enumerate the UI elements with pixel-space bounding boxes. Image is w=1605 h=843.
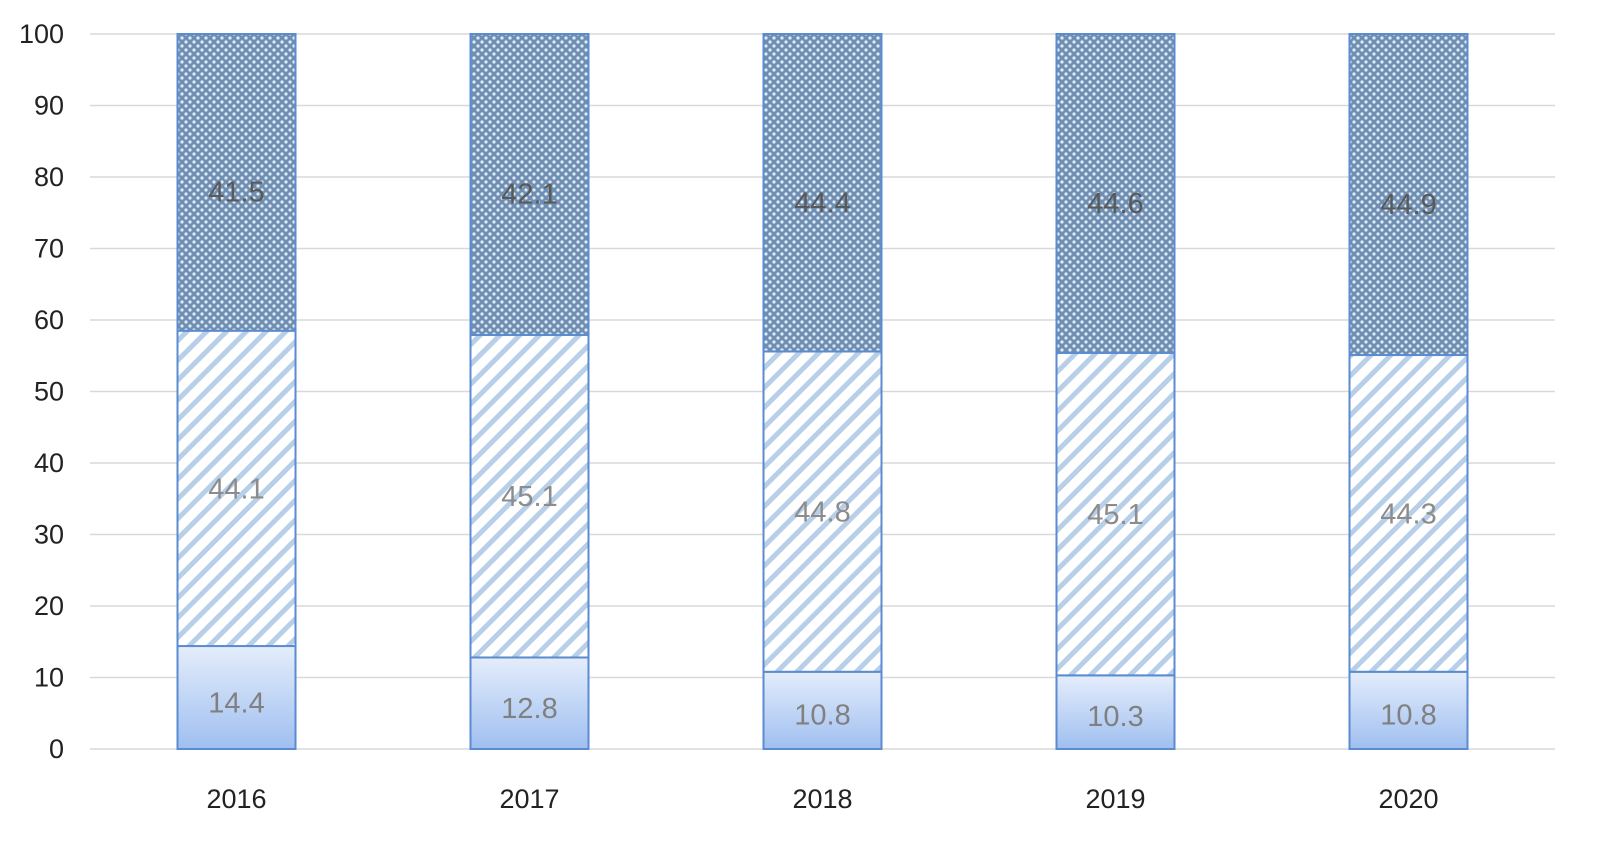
bar-segment-2017-2: [469, 33, 590, 337]
bar-segment-2019-1: [1055, 351, 1176, 677]
bar-segment-2016-2: [176, 33, 297, 332]
bar-segment-2019-0: [1055, 674, 1176, 750]
x-tick-label-2019: 2019: [1085, 784, 1145, 814]
x-tick-label-2018: 2018: [792, 784, 852, 814]
y-tick-label: 0: [49, 734, 64, 764]
data-label-2018-2: 44.4: [794, 187, 850, 219]
x-tick-label-2016: 2016: [206, 784, 266, 814]
y-tick-label: 70: [34, 234, 64, 264]
data-label-2020-1: 44.3: [1380, 498, 1436, 530]
bars: [176, 33, 1469, 751]
bar-segment-2020-2: [1348, 33, 1469, 357]
y-tick-label: 20: [34, 591, 64, 621]
y-tick-label: 50: [34, 377, 64, 407]
data-label-2020-2: 44.9: [1380, 189, 1436, 221]
data-label-2016-2: 41.5: [208, 176, 264, 208]
y-tick-label: 10: [34, 663, 64, 693]
y-tick-label: 80: [34, 162, 64, 192]
bar-segment-2018-1: [762, 350, 883, 673]
bar-segment-2016-0: [176, 645, 297, 750]
data-label-2017-0: 12.8: [501, 693, 557, 725]
data-label-2016-1: 44.1: [208, 473, 264, 505]
x-axis: 2016 2017 2018 2019 2020: [206, 784, 1438, 814]
data-label-2018-0: 10.8: [794, 699, 850, 731]
data-labels: 14.4 44.1 41.5 12.8 45.1 42.1 10.8 44.8 44.4 10.3…: [208, 176, 1436, 733]
y-tick-label: 60: [34, 305, 64, 335]
data-label-2019-0: 10.3: [1087, 701, 1143, 733]
data-label-2017-2: 42.1: [501, 179, 557, 211]
y-tick-label: 90: [34, 91, 64, 121]
y-tick-label: 100: [19, 19, 64, 49]
bar-segment-2017-0: [469, 656, 590, 750]
bar-segment-2016-1: [176, 329, 297, 648]
x-tick-label-2017: 2017: [499, 784, 559, 814]
y-tick-label: 40: [34, 448, 64, 478]
x-tick-label-2020: 2020: [1378, 784, 1438, 814]
data-label-2018-1: 44.8: [794, 497, 850, 529]
data-label-2020-0: 10.8: [1380, 699, 1436, 731]
y-axis: 0 10 20 30 40 50 60 70 80 90 100: [19, 19, 64, 764]
y-tick-label: 30: [34, 520, 64, 550]
data-label-2016-0: 14.4: [208, 688, 264, 720]
bar-segment-2018-2: [762, 33, 883, 353]
data-label-2017-1: 45.1: [501, 481, 557, 513]
bar-segment-2019-2: [1055, 33, 1176, 354]
bar-segment-2020-0: [1348, 670, 1469, 751]
bar-segment-2017-1: [469, 334, 590, 659]
data-label-2019-1: 45.1: [1087, 499, 1143, 531]
data-label-2019-2: 44.6: [1087, 188, 1143, 220]
